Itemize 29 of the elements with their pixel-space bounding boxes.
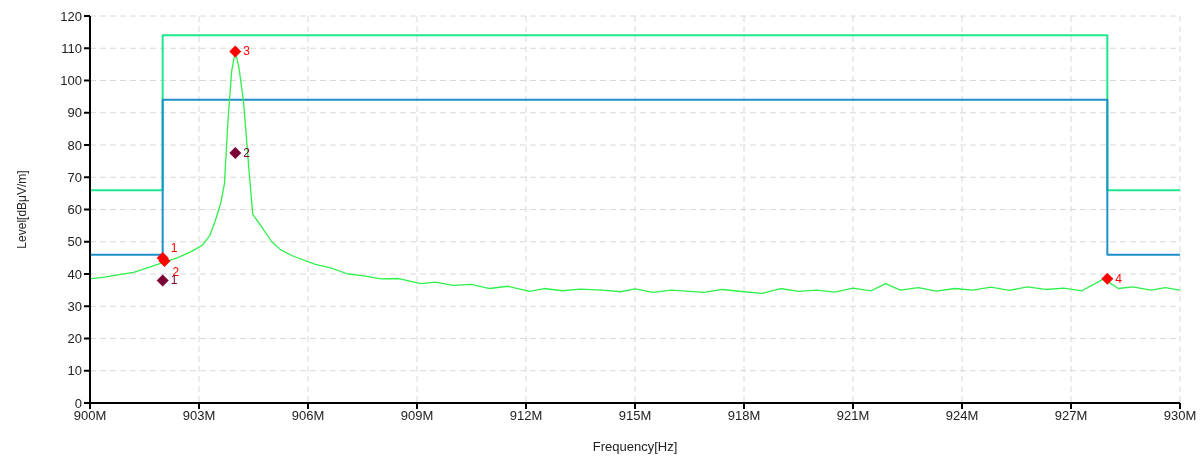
x-tick-label: 921M — [836, 408, 870, 424]
y-tick-label: 10 — [67, 363, 82, 379]
x-tick-label: 927M — [1054, 408, 1088, 424]
y-tick-label: 0 — [74, 395, 82, 411]
y-tick-label: 20 — [67, 331, 82, 347]
annotation: 4 — [1115, 271, 1123, 286]
y-tick-label: 120 — [60, 8, 82, 24]
x-tick-label: 903M — [182, 408, 216, 424]
x-tick-label: 930M — [1163, 408, 1197, 424]
y-tick-label: 60 — [67, 202, 82, 218]
y-tick-label: 100 — [60, 73, 82, 89]
y-tick-label: 40 — [67, 266, 82, 282]
annotation: 1 — [170, 240, 178, 255]
x-tick-label: 900M — [73, 408, 107, 424]
x-tick-label: 924M — [945, 408, 979, 424]
x-tick-label: 906M — [291, 408, 325, 424]
x-tick-label: 915M — [618, 408, 652, 424]
y-tick-label: 90 — [67, 105, 82, 121]
y-tick-label: 30 — [67, 298, 82, 314]
x-tick-label: 909M — [400, 408, 434, 424]
y-tick-label: 70 — [67, 169, 82, 185]
x-tick-label: 918M — [727, 408, 761, 424]
y-tick-label: 110 — [61, 40, 82, 56]
y-axis-title: Level[dBμV/m] — [15, 170, 30, 249]
annotation: 3 — [243, 44, 251, 59]
y-tick-label: 50 — [67, 234, 82, 250]
y-tick-label: 80 — [67, 137, 82, 153]
x-axis-title: Frequency[Hz] — [592, 439, 678, 454]
x-tick-label: 912M — [509, 408, 543, 424]
